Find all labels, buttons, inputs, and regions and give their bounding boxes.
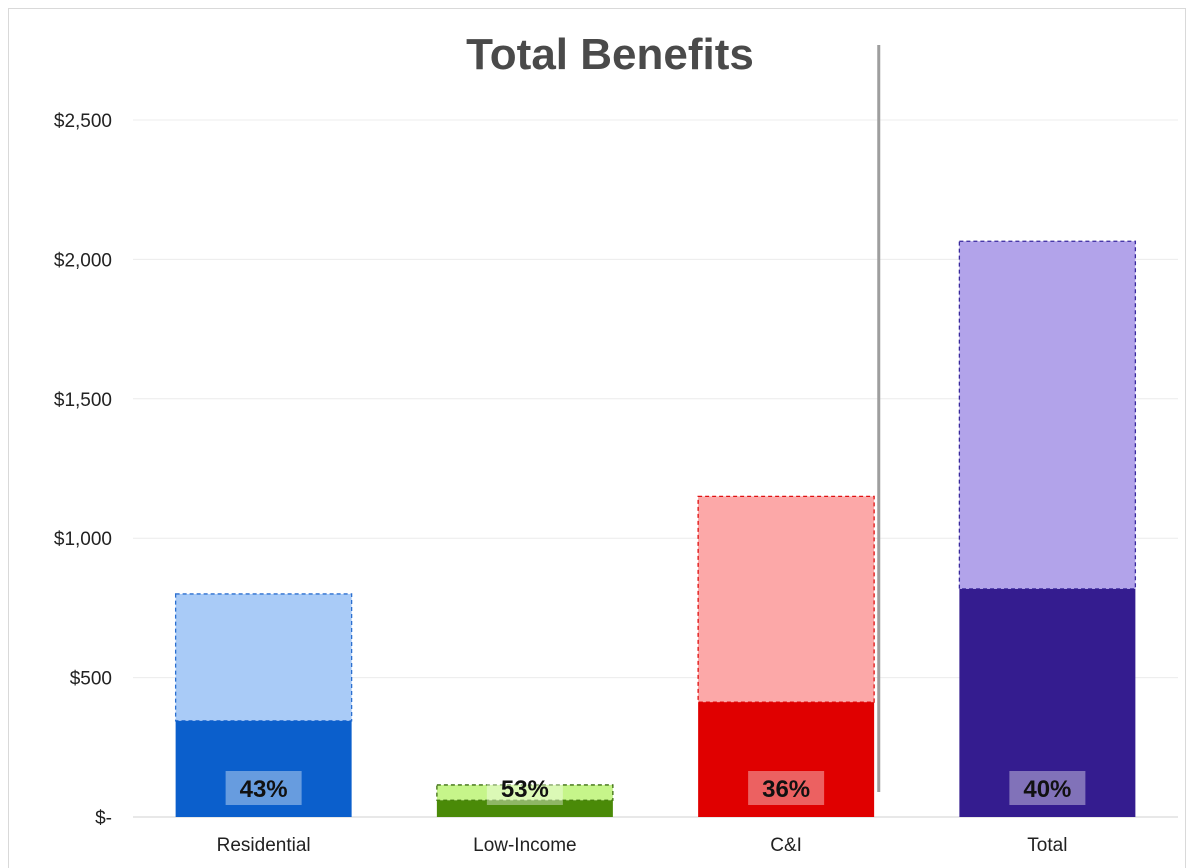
y-tick-label: $1,500 bbox=[54, 390, 112, 411]
bar-segment-base bbox=[175, 720, 352, 817]
y-tick-label: $- bbox=[95, 808, 112, 829]
bar-segment-base bbox=[698, 702, 875, 817]
data-label: 53% bbox=[501, 776, 549, 803]
x-tick-label: Low-Income bbox=[473, 835, 577, 856]
bar-segment-remaining bbox=[174, 593, 353, 722]
x-tick-label: C&I bbox=[770, 835, 802, 856]
y-tick-label: $2,000 bbox=[54, 250, 112, 271]
x-tick-label: Residential bbox=[217, 835, 311, 856]
x-tick-label: Total bbox=[1027, 835, 1067, 856]
data-label-box bbox=[486, 771, 563, 805]
chart-title: Total Benefits bbox=[466, 30, 754, 79]
bar-segment-base bbox=[436, 800, 613, 817]
data-label-box bbox=[1009, 771, 1086, 805]
data-label: 40% bbox=[1023, 776, 1071, 803]
bar-segment-base bbox=[959, 588, 1136, 817]
data-label-box bbox=[748, 771, 825, 805]
y-tick-label: $500 bbox=[70, 669, 112, 690]
bar-segment-remaining bbox=[436, 784, 614, 801]
data-label: 43% bbox=[240, 776, 288, 803]
data-label-box bbox=[225, 771, 302, 805]
bar-segment-remaining bbox=[958, 240, 1137, 590]
data-label: 36% bbox=[762, 776, 810, 803]
y-tick-label: $2,500 bbox=[54, 111, 112, 132]
y-tick-label: $1,000 bbox=[54, 529, 112, 550]
bar-segment-remaining bbox=[697, 495, 875, 703]
